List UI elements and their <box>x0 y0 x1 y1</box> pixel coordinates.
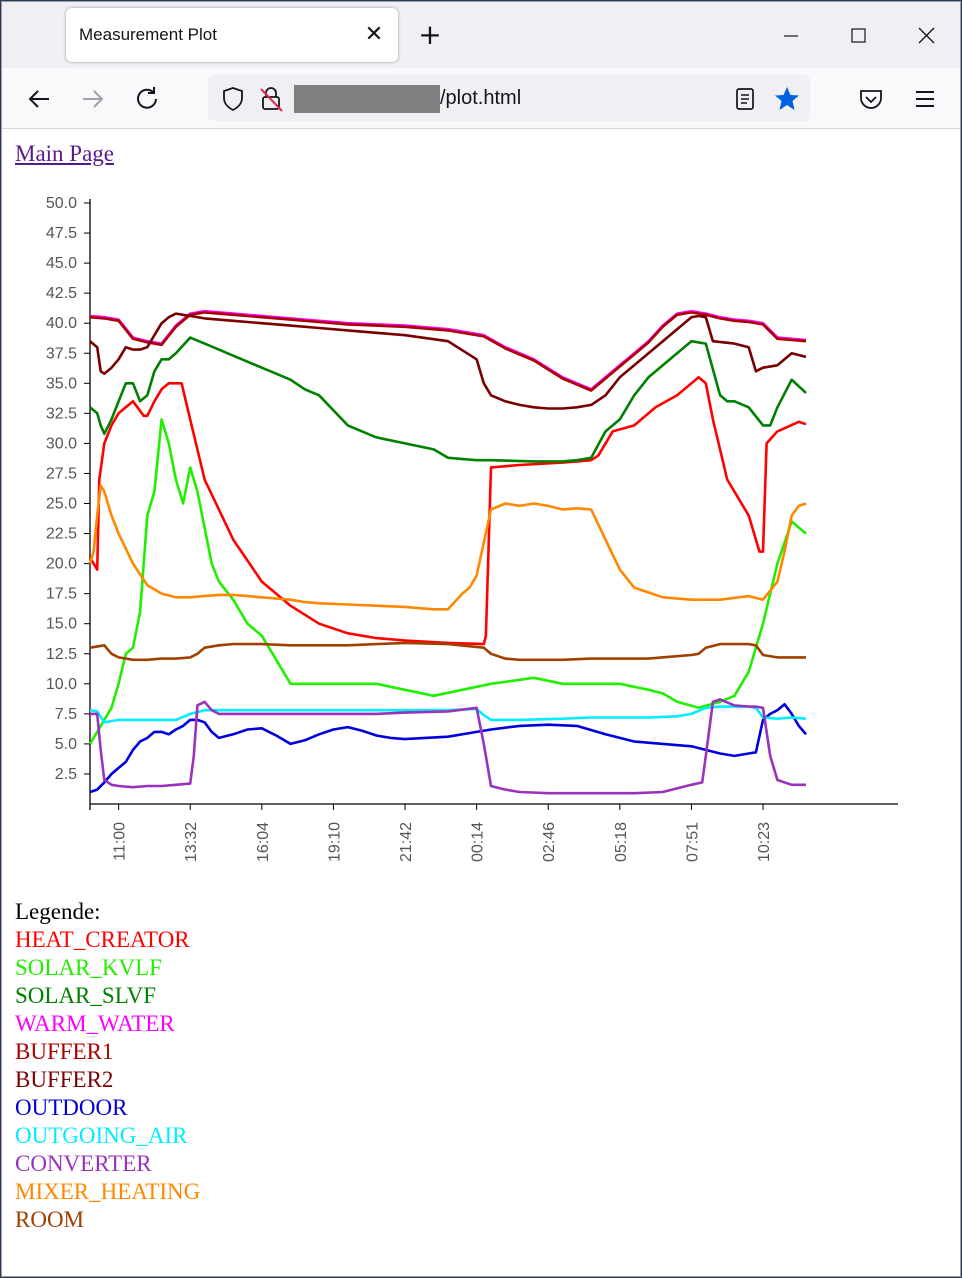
y-tick-label: 12.5 <box>46 646 77 663</box>
y-tick-label: 42.5 <box>46 285 77 302</box>
y-tick-label: 10.0 <box>46 676 77 693</box>
y-tick-label: 25.0 <box>46 496 77 513</box>
tab-title: Measurement Plot <box>79 25 217 44</box>
nav-toolbar: /plot.html <box>2 68 960 129</box>
y-tick-label: 35.0 <box>46 375 77 392</box>
legend-item-warm-water: WARM_WATER <box>15 1011 175 1036</box>
x-tick-label: 21:42 <box>398 822 415 862</box>
y-tick-label: 22.5 <box>46 526 77 543</box>
y-tick-label: 32.5 <box>46 405 77 422</box>
main-page-link[interactable]: Main Page <box>15 141 115 166</box>
legend: Legende: HEAT_CREATOR SOLAR_KVLF SOLAR_SLV… <box>15 898 200 1234</box>
y-tick-label: 15.0 <box>46 616 77 633</box>
series-line-outdoor <box>89 702 807 794</box>
y-tick-label: 27.5 <box>46 465 77 482</box>
y-tick-label: 17.5 <box>46 586 77 603</box>
forward-icon[interactable] <box>76 82 110 116</box>
tab-close-button[interactable]: ✕ <box>364 22 384 47</box>
series-line-mixer-heating <box>88 484 807 611</box>
legend-item-mixer-heating: MIXER_HEATING <box>15 1179 201 1204</box>
legend-item-buffer1: BUFFER1 <box>15 1039 114 1064</box>
series-line-solar-slvf <box>89 336 807 463</box>
y-tick-label: 20.0 <box>46 556 77 573</box>
series-line-buffer2 <box>89 312 807 410</box>
new-tab-button[interactable]: + <box>418 18 442 51</box>
legend-item-solar-kvlf: SOLAR_KVLF <box>15 955 162 980</box>
x-tick-label: 19:10 <box>326 822 343 862</box>
menu-icon[interactable] <box>908 82 942 116</box>
x-tick-label: 10:23 <box>756 822 773 862</box>
legend-item-outdoor: OUTDOOR <box>15 1095 128 1120</box>
lock-insecure-icon[interactable] <box>258 85 284 117</box>
legend-item-room: ROOM <box>15 1207 85 1232</box>
pocket-icon[interactable] <box>854 82 888 116</box>
y-tick-label: 47.5 <box>46 225 77 242</box>
legend-item-solar-slvf: SOLAR_SLVF <box>15 983 157 1008</box>
x-tick-label: 05:18 <box>613 822 630 862</box>
chart-series <box>88 309 807 795</box>
legend-items: HEAT_CREATOR SOLAR_KVLF SOLAR_SLVF WARM_WAT… <box>15 926 200 1234</box>
series-line-converter <box>90 698 806 795</box>
y-tick-label: 30.0 <box>46 435 77 452</box>
x-tick-label: 02:46 <box>541 822 558 862</box>
page-content: Main Page 50.0 47.5 45.0 42.5 40.0 37.5 35.0 32… <box>2 129 960 1276</box>
y-tick-label: 2.5 <box>55 766 77 783</box>
series-line-heat-creator <box>88 376 807 646</box>
y-tick-label: 40.0 <box>46 315 77 332</box>
chart-axes: 50.0 47.5 45.0 42.5 40.0 37.5 35.0 32.5 30.0 27.5… <box>46 195 898 862</box>
close-icon[interactable] <box>906 20 946 52</box>
url-path: /plot.html <box>440 87 522 109</box>
measurement-chart: 50.0 47.5 45.0 42.5 40.0 37.5 35.0 32.5 30.0 27.5… <box>46 195 898 862</box>
maximize-icon[interactable] <box>838 20 878 52</box>
reload-icon[interactable] <box>130 82 164 116</box>
y-tick-label: 5.0 <box>55 736 77 753</box>
series-line-solar-kvlf <box>88 418 807 745</box>
back-icon[interactable] <box>22 82 56 116</box>
legend-title: Legende: <box>15 899 101 924</box>
bookmark-star-icon[interactable] <box>772 84 802 118</box>
title-bar: Measurement Plot ✕ + <box>2 2 960 68</box>
reader-view-icon[interactable] <box>732 85 758 117</box>
series-line-buffer1 <box>89 311 807 392</box>
x-tick-label: 00:14 <box>470 822 487 862</box>
y-tick-label: 45.0 <box>46 255 77 272</box>
x-tick-label: 16:04 <box>255 822 272 862</box>
shield-icon[interactable] <box>220 85 246 117</box>
address-bar[interactable]: /plot.html <box>208 75 810 121</box>
legend-item-buffer2: BUFFER2 <box>15 1067 114 1092</box>
url-redacted-host <box>294 85 440 113</box>
y-tick-label: 7.5 <box>55 706 77 723</box>
x-tick-label: 13:32 <box>183 822 200 862</box>
minimize-icon[interactable] <box>770 20 810 52</box>
y-tick-label: 37.5 <box>46 345 77 362</box>
legend-item-outgoing-air: OUTGOING_AIR <box>15 1123 188 1148</box>
series-line-room <box>89 641 806 662</box>
y-tick-label: 50.0 <box>46 195 77 212</box>
legend-item-converter: CONVERTER <box>15 1151 152 1176</box>
x-tick-label: 11:00 <box>112 822 129 861</box>
legend-item-heat-creator: HEAT_CREATOR <box>15 927 190 952</box>
x-tick-label: 07:51 <box>684 822 701 862</box>
tab-measurement-plot[interactable]: Measurement Plot ✕ <box>66 8 398 62</box>
